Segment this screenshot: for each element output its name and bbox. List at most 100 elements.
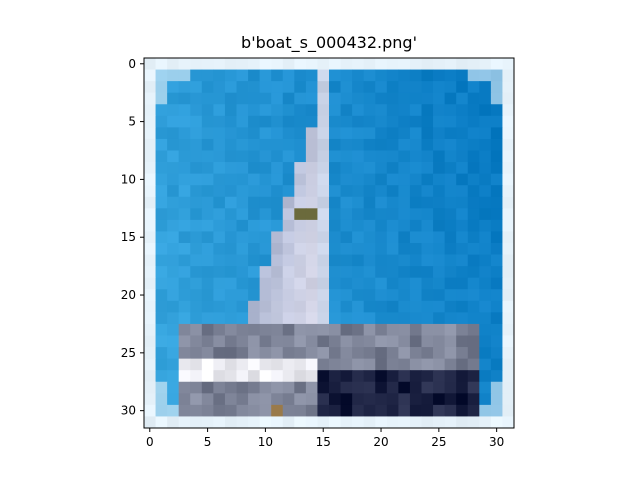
image-pixel: [201, 58, 214, 70]
image-pixel: [213, 254, 226, 267]
image-pixel: [467, 138, 480, 151]
image-pixel: [282, 277, 295, 290]
image-pixel: [259, 219, 272, 232]
image-pixel: [236, 58, 249, 70]
image-pixel: [398, 219, 411, 232]
image-pixel: [294, 92, 307, 105]
image-pixel: [398, 138, 411, 151]
image-pixel: [329, 370, 341, 383]
image-pixel: [178, 185, 191, 198]
image-pixel: [386, 347, 399, 360]
image-pixel: [479, 127, 492, 140]
x-tick-label: 25: [431, 435, 446, 449]
image-pixel: [294, 358, 307, 371]
image-pixel: [305, 277, 318, 290]
image-pixel: [386, 58, 399, 70]
image-pixel: [144, 312, 156, 325]
image-pixel: [444, 138, 457, 151]
image-pixel: [444, 335, 457, 348]
image-pixel: [340, 104, 353, 117]
image-pixel: [467, 69, 480, 82]
image-pixel: [317, 358, 330, 371]
image-pixel: [305, 416, 318, 429]
image-pixel: [271, 81, 284, 94]
image-pixel: [167, 404, 180, 417]
image-pixel: [340, 185, 353, 198]
image-pixel: [490, 312, 503, 325]
image-pixel: [444, 277, 457, 290]
image-pixel: [259, 115, 272, 128]
image-pixel: [329, 416, 341, 429]
image-pixel: [421, 243, 434, 255]
image-pixel: [259, 81, 272, 94]
image-pixel: [190, 208, 203, 221]
image-pixel: [271, 243, 284, 255]
image-pixel: [490, 277, 503, 290]
image-pixel: [490, 347, 503, 360]
image-pixel: [456, 92, 469, 105]
image-pixel: [144, 323, 156, 336]
image-pixel: [479, 104, 492, 117]
image-pixel: [329, 138, 341, 151]
image-pixel: [294, 370, 307, 383]
image-pixel: [386, 115, 399, 128]
image-pixel: [502, 81, 515, 94]
image-pixel: [375, 185, 388, 198]
image-pixel: [144, 277, 156, 290]
image-pixel: [259, 92, 272, 105]
image-pixel: [248, 289, 261, 302]
image-pixel: [375, 196, 388, 209]
image-pixel: [201, 173, 214, 186]
image-pixel: [340, 416, 353, 429]
image-pixel: [375, 58, 388, 70]
image-pixel: [201, 196, 214, 209]
image-pixel: [409, 254, 422, 267]
image-pixel: [305, 266, 318, 279]
image-pixel: [236, 335, 249, 348]
image-pixel: [433, 277, 446, 290]
image-pixel: [479, 138, 492, 151]
image-pixel: [259, 69, 272, 82]
image-pixel: [398, 277, 411, 290]
image-pixel: [479, 196, 492, 209]
image-pixel: [201, 416, 214, 429]
image-pixel: [421, 115, 434, 128]
image-pixel: [398, 208, 411, 221]
image-pixel: [352, 300, 365, 313]
image-pixel: [375, 104, 388, 117]
image-pixel: [213, 127, 226, 140]
image-pixel: [178, 127, 191, 140]
image-pixel: [248, 335, 261, 348]
image-pixel: [398, 416, 411, 429]
image-pixel: [155, 138, 168, 151]
image-pixel: [282, 254, 295, 267]
image-pixel: [282, 289, 295, 302]
image-pixel: [433, 416, 446, 429]
image-pixel: [201, 243, 214, 255]
image-pixel: [178, 196, 191, 209]
image-pixel: [167, 370, 180, 383]
image-pixel: [502, 138, 515, 151]
image-pixel: [201, 277, 214, 290]
image-pixel: [201, 370, 214, 383]
image-pixel: [294, 335, 307, 348]
image-pixel: [282, 196, 295, 209]
image-pixel: [479, 115, 492, 128]
image-pixel: [201, 92, 214, 105]
image-pixel: [190, 196, 203, 209]
image-pixel: [282, 81, 295, 94]
image-pixel: [201, 81, 214, 94]
image-pixel: [479, 219, 492, 232]
image-pixel: [467, 347, 480, 360]
image-pixel: [213, 323, 226, 336]
image-pixel: [467, 381, 480, 394]
image-pixel: [236, 254, 249, 267]
image-pixel: [467, 185, 480, 198]
image-pixel: [329, 266, 341, 279]
image-pixel: [433, 393, 446, 406]
image-pixel: [386, 277, 399, 290]
x-tick-label: 5: [204, 435, 212, 449]
image-pixel: [340, 347, 353, 360]
image-pixel: [167, 335, 180, 348]
image-pixel: [433, 162, 446, 175]
